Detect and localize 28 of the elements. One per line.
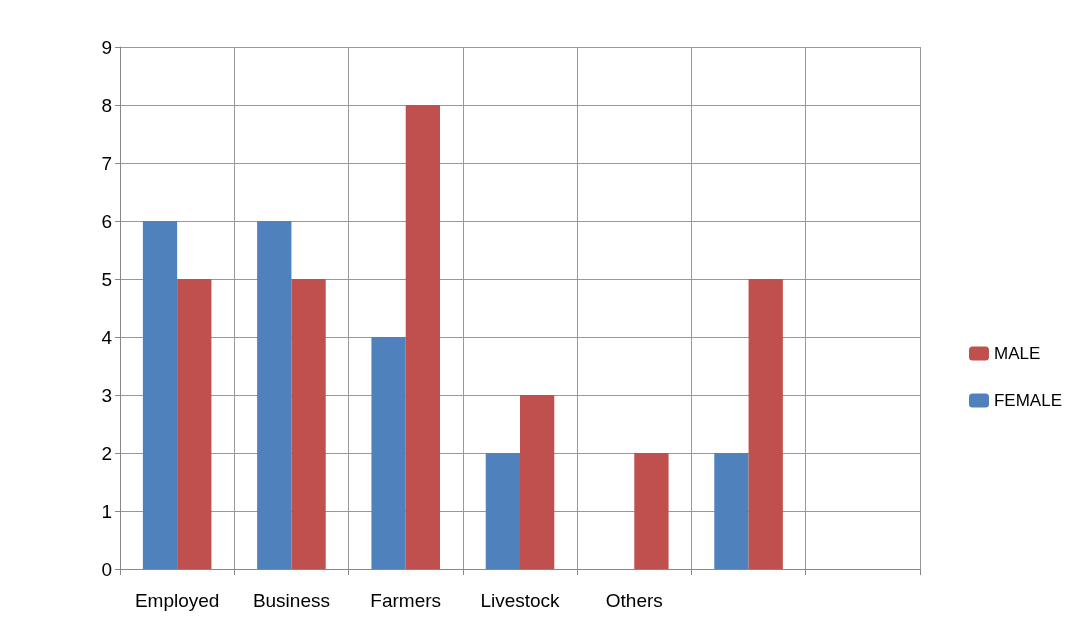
x-tick-label: Livestock (480, 590, 561, 611)
y-tick-label: 9 (101, 36, 112, 58)
y-tick-label: 2 (101, 442, 112, 464)
bar (142, 221, 178, 569)
bar (257, 221, 292, 569)
bar (405, 105, 440, 569)
legend-label: FEMALE (993, 391, 1063, 410)
bar (177, 279, 212, 569)
bar (291, 279, 326, 569)
y-tick-label: 7 (101, 152, 112, 174)
y-tick-label: 4 (101, 326, 113, 348)
x-tick-label: Others (605, 590, 663, 611)
bar (748, 279, 783, 569)
x-tick-label: Farmers (370, 590, 442, 611)
x-tick-label: Business (252, 590, 330, 611)
y-tick-label: 0 (101, 558, 112, 580)
bar (634, 453, 669, 569)
y-tick-label: 1 (101, 500, 112, 522)
bar (371, 337, 406, 569)
legend-label: MALE (993, 344, 1041, 363)
y-tick-label: 6 (101, 210, 112, 232)
bar (520, 395, 555, 569)
y-tick-label: 8 (101, 94, 112, 116)
y-tick-label: 5 (101, 268, 112, 290)
x-tick-label: Employed (134, 590, 220, 611)
y-tick-label: 3 (101, 384, 112, 406)
bar (485, 453, 520, 569)
bar (714, 453, 749, 569)
